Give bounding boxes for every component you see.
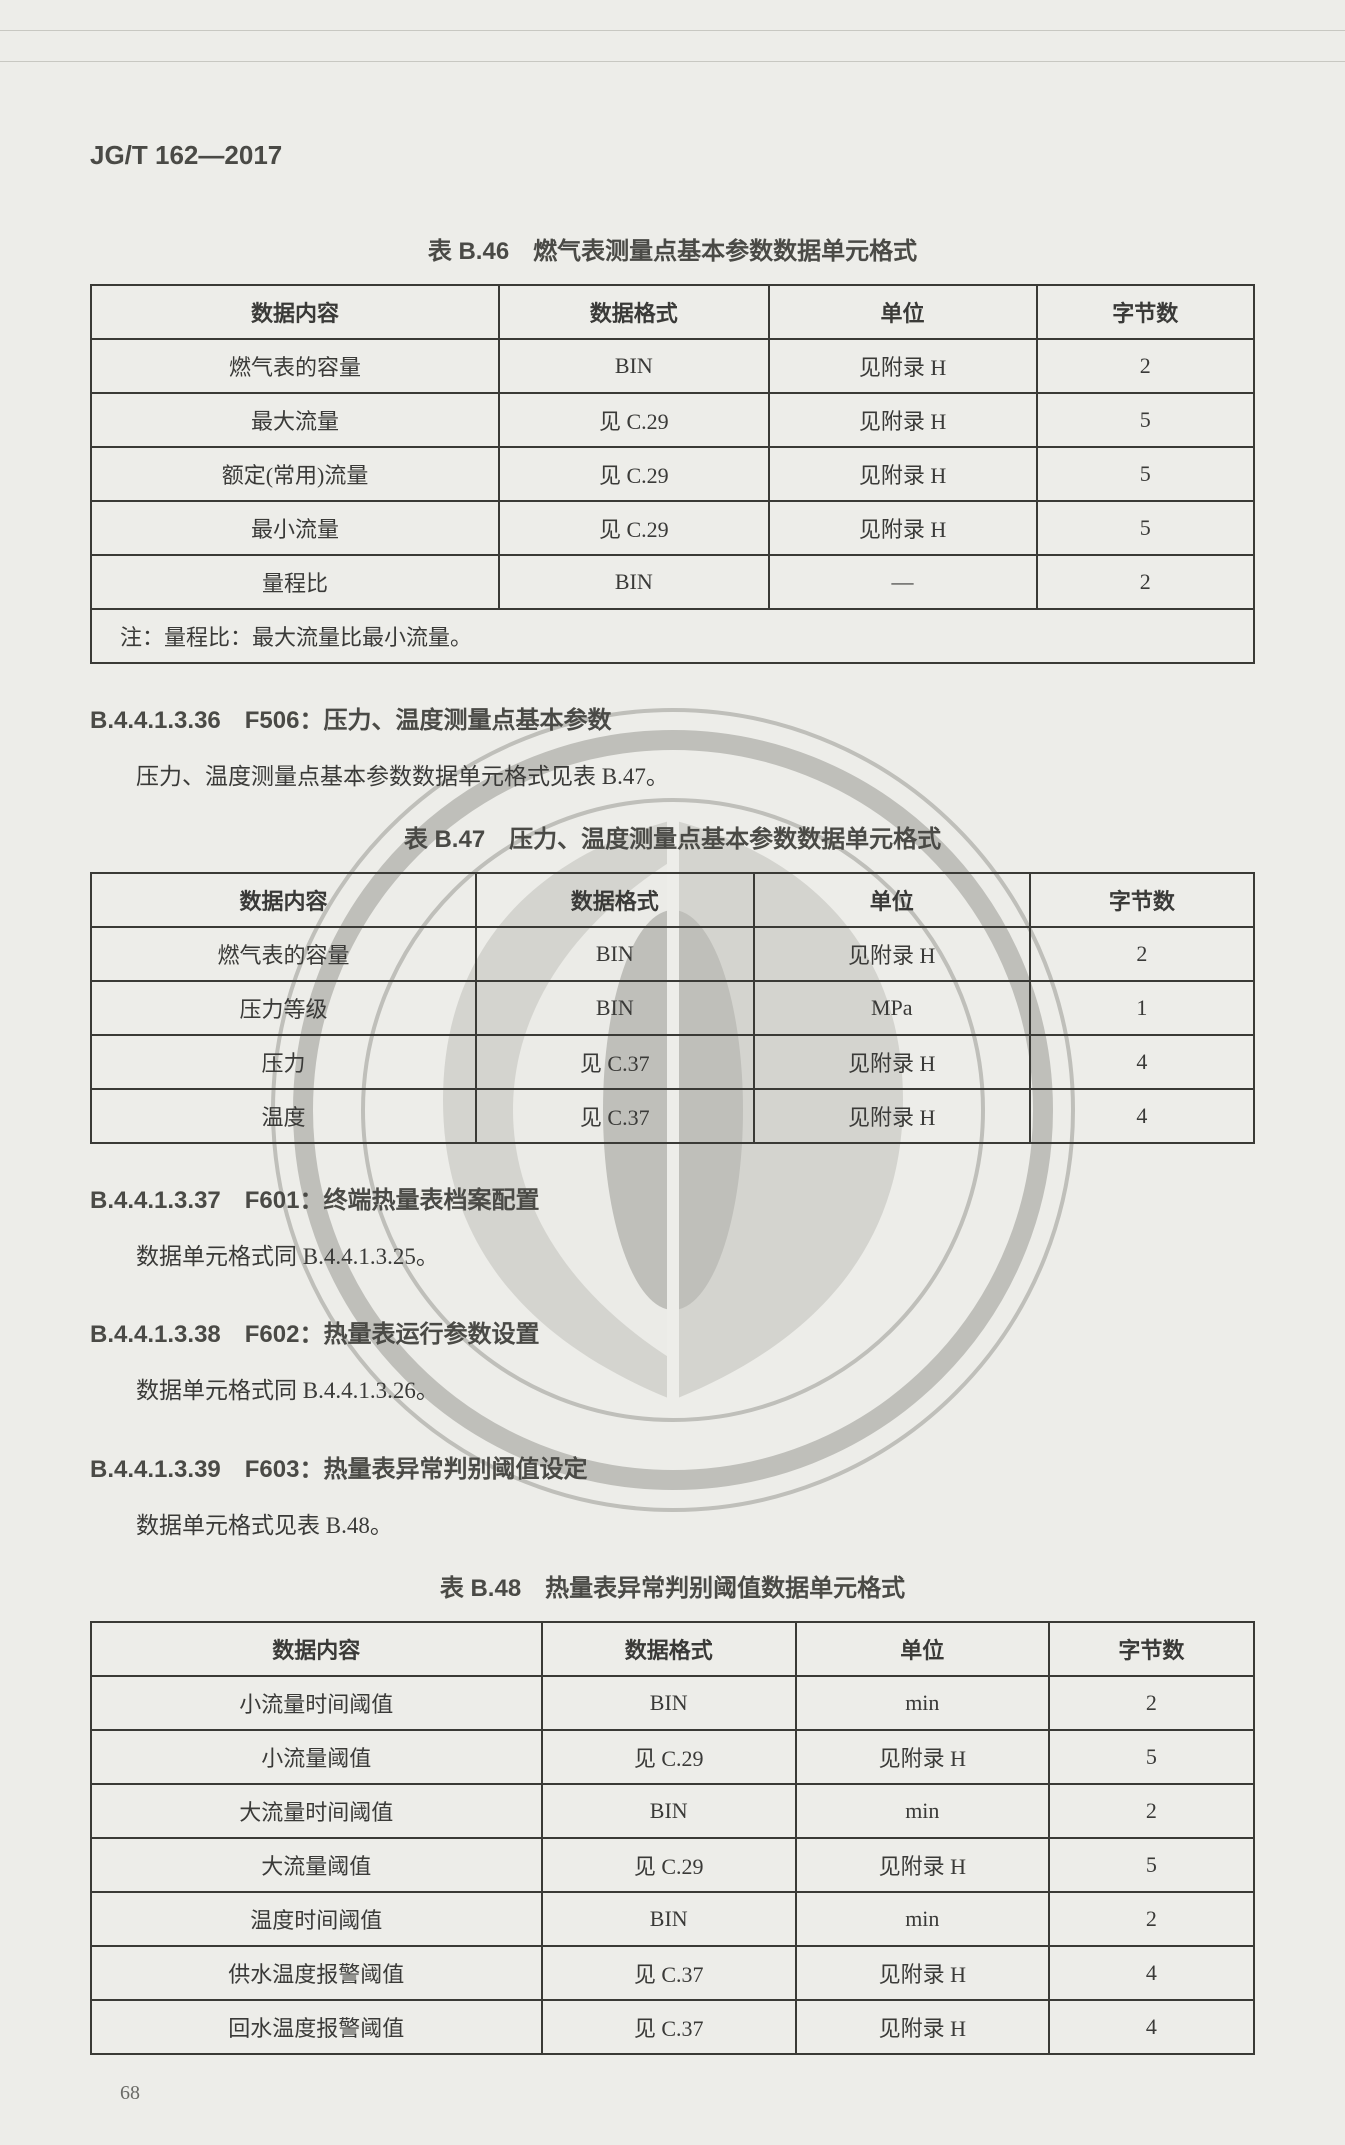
table48: 数据内容 数据格式 单位 字节数 小流量时间阈值BINmin2 小流量阈值见 C… [90,1621,1255,2055]
table-row: 燃气表的容量BIN见附录 H2 [91,927,1254,981]
table-row: 燃气表的容量BIN见附录 H2 [91,339,1254,393]
section36-body: 压力、温度测量点基本参数数据单元格式见表 B.47。 [90,755,1255,799]
section37-heading: B.4.4.1.3.37 F601：终端热量表档案配置 [90,1180,1255,1215]
col-header: 数据格式 [499,285,768,339]
section36-heading: B.4.4.1.3.36 F506：压力、温度测量点基本参数 [90,700,1255,735]
col-header: 字节数 [1037,285,1254,339]
table47-caption: 表 B.47 压力、温度测量点基本参数数据单元格式 [90,819,1255,854]
table-header-row: 数据内容 数据格式 单位 字节数 [91,873,1254,927]
table-row: 回水温度报警阈值见 C.37见附录 H4 [91,2000,1254,2054]
table-row: 温度时间阈值BINmin2 [91,1892,1254,1946]
col-header: 数据格式 [476,873,754,927]
table-row: 大流量阈值见 C.29见附录 H5 [91,1838,1254,1892]
section39-heading: B.4.4.1.3.39 F603：热量表异常判别阈值设定 [90,1449,1255,1484]
col-header: 数据内容 [91,285,499,339]
table46: 数据内容 数据格式 单位 字节数 燃气表的容量BIN见附录 H2 最大流量见 C… [90,284,1255,664]
section38-body: 数据单元格式同 B.4.4.1.3.26。 [90,1369,1255,1413]
table-note-row: 注：量程比：最大流量比最小流量。 [91,609,1254,663]
col-header: 单位 [754,873,1030,927]
section37-body: 数据单元格式同 B.4.4.1.3.25。 [90,1235,1255,1279]
table-row: 温度见 C.37见附录 H4 [91,1089,1254,1143]
col-header: 数据格式 [542,1622,796,1676]
section38-heading: B.4.4.1.3.38 F602：热量表运行参数设置 [90,1314,1255,1349]
table-row: 压力等级BINMPa1 [91,981,1254,1035]
table-row: 大流量时间阈值BINmin2 [91,1784,1254,1838]
table-row: 量程比BIN—2 [91,555,1254,609]
col-header: 数据内容 [91,873,476,927]
table-header-row: 数据内容 数据格式 单位 字节数 [91,285,1254,339]
table-row: 小流量时间阈值BINmin2 [91,1676,1254,1730]
col-header: 单位 [796,1622,1049,1676]
table-header-row: 数据内容 数据格式 单位 字节数 [91,1622,1254,1676]
standard-code: JG/T 162—2017 [90,140,1255,171]
col-header: 字节数 [1049,1622,1254,1676]
table46-caption: 表 B.46 燃气表测量点基本参数数据单元格式 [90,231,1255,266]
section39-body: 数据单元格式见表 B.48。 [90,1504,1255,1548]
content-area: JG/T 162—2017 表 B.46 燃气表测量点基本参数数据单元格式 数据… [90,140,1255,2055]
table48-caption: 表 B.48 热量表异常判别阈值数据单元格式 [90,1568,1255,1603]
col-header: 字节数 [1030,873,1254,927]
table-row: 供水温度报警阈值见 C.37见附录 H4 [91,1946,1254,2000]
table-row: 最大流量见 C.29见附录 H5 [91,393,1254,447]
header-rule [0,30,1345,62]
col-header: 数据内容 [91,1622,542,1676]
table-row: 小流量阈值见 C.29见附录 H5 [91,1730,1254,1784]
page: JG/T 162—2017 表 B.46 燃气表测量点基本参数数据单元格式 数据… [0,0,1345,2145]
table-row: 额定(常用)流量见 C.29见附录 H5 [91,447,1254,501]
page-number: 68 [120,2082,140,2105]
col-header: 单位 [769,285,1037,339]
table-row: 压力见 C.37见附录 H4 [91,1035,1254,1089]
table-row: 最小流量见 C.29见附录 H5 [91,501,1254,555]
table47: 数据内容 数据格式 单位 字节数 燃气表的容量BIN见附录 H2 压力等级BIN… [90,872,1255,1144]
